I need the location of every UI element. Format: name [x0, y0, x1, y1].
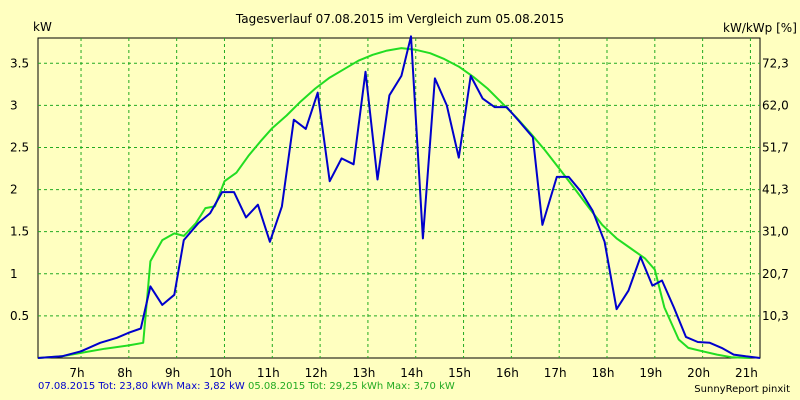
y-tick-label-left: 2.5 — [10, 140, 29, 154]
y-tick-label-left: 3.5 — [10, 56, 29, 70]
y-tick-label-right: 72,3 — [762, 56, 789, 70]
y-tick-label-left: 0.5 — [10, 309, 29, 323]
x-tick-label: 20h — [687, 366, 710, 380]
y-tick-label-right: 10,3 — [762, 309, 789, 323]
y-axis-label-left: kW — [33, 20, 52, 34]
y-tick-label-left: 1.5 — [10, 225, 29, 239]
series-line-07-08-2015 — [37, 35, 761, 359]
x-tick-label: 15h — [448, 366, 471, 380]
x-tick-label: 18h — [592, 366, 615, 380]
x-tick-label: 12h — [305, 366, 328, 380]
y-axis-ticks-right: 10,3 20,7 31,0 41,3 51,7 62,0 72,3 — [762, 56, 789, 323]
x-tick-label: 13h — [352, 366, 375, 380]
y-tick-label-left: 3 — [10, 98, 18, 112]
plot-area — [37, 37, 761, 359]
x-tick-label: 10h — [209, 366, 232, 380]
footer-legend: 07.08.2015 Tot: 23,80 kWh Max: 3,82 kW 0… — [38, 381, 455, 392]
footer-credit: SunnyReport pinxit — [694, 384, 790, 395]
series-lines — [37, 35, 761, 359]
x-tick-label: 7h — [69, 366, 84, 380]
y-tick-label-right: 31,0 — [762, 225, 789, 239]
x-tick-label: 17h — [544, 366, 567, 380]
y-tick-label-left: 1 — [10, 267, 18, 281]
chart-title: Tagesverlauf 07.08.2015 im Vergleich zum… — [235, 12, 564, 26]
y-tick-label-right: 51,7 — [762, 140, 789, 154]
y-tick-label-right: 41,3 — [762, 183, 789, 197]
x-tick-label: 16h — [496, 366, 519, 380]
y-tick-label-left: 2 — [10, 183, 18, 197]
series-line-05-08-2015 — [37, 47, 751, 359]
x-tick-label: 11h — [257, 366, 280, 380]
legend-entry-07: 07.08.2015 Tot: 23,80 kWh Max: 3,82 kW — [38, 381, 245, 392]
x-axis-ticks: 7h 8h 9h 10h 11h 12h 13h 14h 15h 16h 17h 18h 19h 20h 2… — [69, 366, 757, 380]
x-tick-label: 19h — [639, 366, 662, 380]
grid — [38, 38, 760, 358]
y-tick-label-right: 20,7 — [762, 267, 789, 281]
y-axis-label-right: kW/kWp [%] — [723, 21, 797, 35]
y-tick-label-right: 62,0 — [762, 98, 789, 112]
x-tick-label: 8h — [117, 366, 132, 380]
x-tick-label: 21h — [735, 366, 758, 380]
x-tick-label: 14h — [400, 366, 423, 380]
legend-entry-05: 05.08.2015 Tot: 29,25 kWh Max: 3,70 kW — [247, 381, 455, 392]
y-axis-ticks-left: 0.5 1 1.5 2 2.5 3 3.5 — [10, 56, 29, 323]
x-tick-label: 9h — [165, 366, 180, 380]
